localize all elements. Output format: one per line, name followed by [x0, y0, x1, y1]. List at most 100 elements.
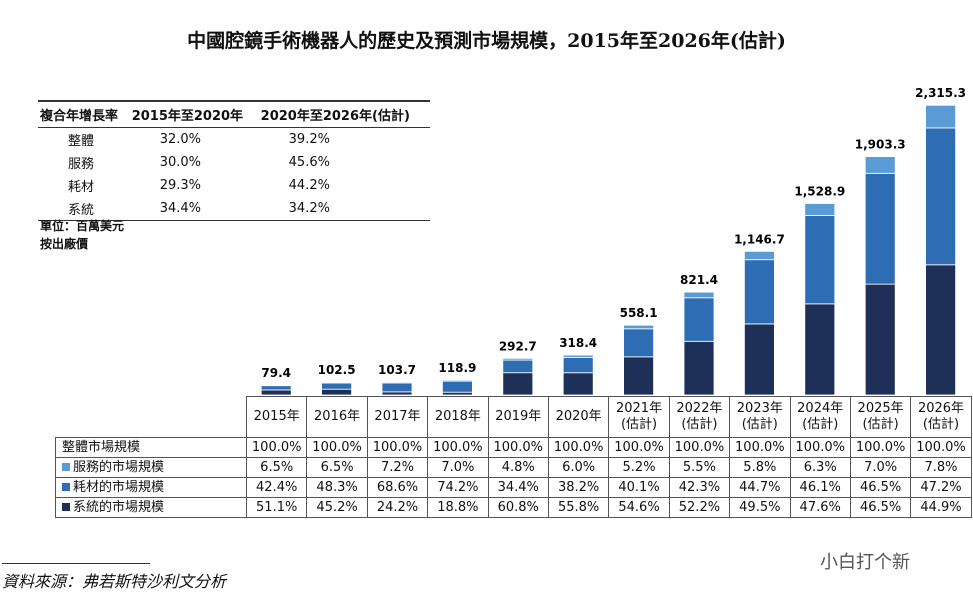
series-label: 服務的市場規模 — [55, 457, 247, 478]
header-row: 複合年增長率 2015年至2020年 2020年至2026年(估計) — [38, 100, 430, 128]
value-cell: 100.0% — [306, 437, 368, 458]
bar-segment — [864, 156, 896, 174]
bar-segment — [441, 379, 473, 382]
value-cell: 100.0% — [487, 437, 549, 458]
bar-segment — [925, 104, 956, 129]
series-row: 整體市場規模 100.0% 100.0% 100.0% 100.0% 100.0% 100.… — [55, 437, 972, 458]
value-cell: 40.1% — [608, 477, 670, 498]
category: 2015年 — [245, 396, 308, 438]
value-cell: 7.2% — [366, 457, 429, 478]
bar-segment — [623, 324, 654, 330]
corner — [55, 396, 247, 438]
category: 2025年 (估計) — [849, 396, 912, 438]
value-cell: 68.6% — [366, 477, 429, 498]
bar-segment — [804, 203, 836, 216]
total-label: 558.1 — [620, 306, 658, 320]
bar-segment — [925, 264, 956, 396]
legend-label: 整體市場規模 — [62, 439, 141, 455]
total-label: 1,146.7 — [734, 232, 785, 246]
category: 2017年 — [366, 396, 429, 438]
row: 系統 34.4% 34.2% — [38, 197, 430, 221]
title: 中國腔鏡手術機器人的歷史及預測市場規模，2015年至2026年(估計) — [187, 30, 786, 52]
value-cell: 100.0% — [849, 437, 912, 458]
total-label: 118.9 — [438, 361, 476, 375]
cell: 32.0% — [159, 132, 201, 147]
cell: 服務 — [68, 157, 95, 172]
legend-label: 耗材的市場規模 — [73, 479, 165, 495]
value-cell: 5.2% — [608, 457, 670, 478]
bar-segment — [441, 391, 473, 396]
unit-note: 單位：百萬美元 — [40, 219, 125, 233]
value-cell: 42.3% — [668, 477, 731, 498]
value-cell: 6.5% — [245, 457, 308, 478]
cell: 39.2% — [288, 132, 330, 147]
value-cell: 100.0% — [668, 437, 731, 458]
value-cell: 18.8% — [427, 497, 489, 518]
value-cell: 49.5% — [729, 497, 791, 518]
total-label: 1,903.3 — [855, 138, 906, 152]
chart: 79.4 102.5 103.7 118.9 292.7 318.4 558.1 821.4 1… — [260, 86, 966, 396]
value-cell: 60.8% — [487, 497, 549, 518]
value-cell: 100.0% — [427, 437, 489, 458]
watermark: 小白打个新 — [820, 552, 910, 573]
total-label: 102.5 — [318, 363, 356, 377]
cell: 44.2% — [288, 178, 330, 193]
header-row: 2015年 2016年 2017年 2018年 2019年 2020年 2021年 (估計)… — [55, 396, 972, 438]
value-cell: 46.5% — [849, 497, 912, 518]
category: 2026年 (估計) — [910, 396, 972, 438]
bar-segment — [623, 328, 654, 358]
value-cell: 45.2% — [306, 497, 368, 518]
category: 2024年 (估計) — [789, 396, 851, 438]
bar-segment — [260, 385, 292, 391]
cell: 45.6% — [288, 155, 330, 170]
value-cell: 55.8% — [547, 497, 610, 518]
bar-segment — [683, 340, 715, 396]
category: 2022年 (估計) — [668, 396, 731, 438]
value-cell: 7.0% — [849, 457, 912, 478]
bar-segment — [321, 388, 353, 396]
bar-segment — [321, 382, 353, 390]
value-cell: 6.5% — [306, 457, 368, 478]
series-label: 耗材的市場規模 — [55, 477, 247, 498]
bar-segment — [562, 354, 594, 358]
bar-segment — [321, 381, 353, 384]
value-cell: 74.2% — [427, 477, 489, 498]
value-cell: 100.0% — [547, 437, 610, 458]
category: 2018年 — [427, 396, 489, 438]
value-cell: 24.2% — [366, 497, 429, 518]
value-cell: 46.1% — [789, 477, 851, 498]
bar-segment — [925, 127, 956, 266]
total-label: 821.4 — [680, 273, 718, 287]
total-label: 318.4 — [559, 336, 597, 350]
bar-segment — [441, 380, 473, 393]
cell: 34.2% — [258, 197, 430, 221]
price-note: 按出廠價 — [40, 237, 89, 251]
bar-segment — [683, 297, 715, 342]
bar-segment — [804, 303, 836, 396]
category: 2021年 (估計) — [608, 396, 670, 438]
bar-segment — [623, 356, 654, 396]
value-cell: 6.0% — [547, 457, 610, 478]
value-cell: 34.4% — [487, 477, 549, 498]
value-cell: 100.0% — [789, 437, 851, 458]
bar-segment — [864, 172, 896, 285]
total-label: 292.7 — [499, 339, 537, 353]
row: 整體 32.0% 39.2% — [38, 128, 430, 152]
value-cell: 42.4% — [245, 477, 308, 498]
bar-segment — [381, 391, 413, 396]
category: 2019年 — [487, 396, 549, 438]
category: 2020年 — [547, 396, 610, 438]
value-cell: 6.3% — [789, 457, 851, 478]
bar-segment — [260, 384, 292, 387]
bar-segment — [744, 323, 775, 396]
value-cell: 100.0% — [729, 437, 791, 458]
series-row: 系統的市場規模 51.1% 45.2% 24.2% 18.8% 60.8% 55.8% 54.… — [55, 497, 972, 518]
bar-segment — [744, 250, 775, 261]
value-cell: 100.0% — [366, 437, 429, 458]
cell: 系統 — [38, 197, 130, 221]
header-cell: 複合年增長率 — [38, 100, 130, 128]
bar-segment — [502, 357, 534, 361]
cell: 29.3% — [159, 178, 201, 193]
cagr-table: 複合年增長率 2015年至2020年 2020年至2026年(估計) 整體 32.0% 3… — [38, 100, 430, 221]
